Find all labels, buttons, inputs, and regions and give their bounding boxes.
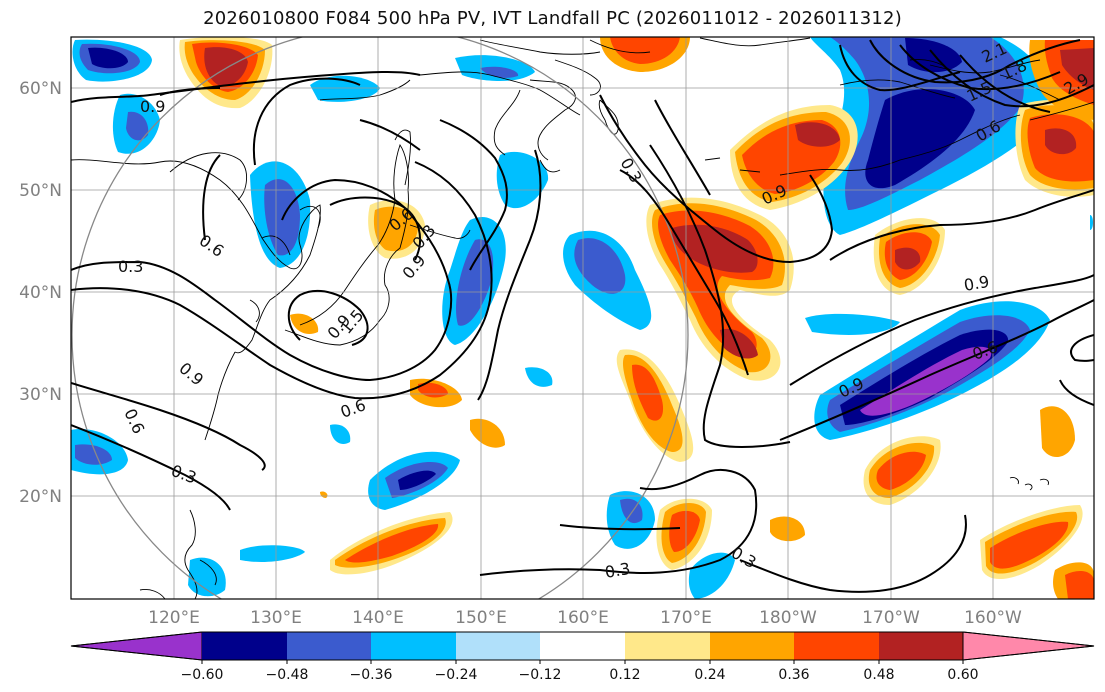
lon-tick-label: 160°W [964, 608, 1022, 628]
lon-tick-label: 160°E [557, 608, 609, 628]
colorbar-segment [287, 632, 371, 660]
colorbar-segment [202, 632, 287, 660]
colorbar-segment [879, 632, 963, 660]
colorbar-segment [794, 632, 879, 660]
lat-tick-label: 40°N [19, 283, 62, 303]
colorbar-tick-label: −0.60 [181, 667, 224, 683]
colorbar-segment [456, 632, 540, 660]
longitude-labels: 120°E 130°E 140°E 150°E 160°E 170°E 180°… [148, 608, 1022, 628]
colorbar-tick-label: 0.36 [778, 667, 809, 683]
colorbar-extend-right [963, 632, 1094, 660]
colorbar-tick-label: −0.24 [435, 667, 478, 683]
colorbar-segment [540, 632, 625, 660]
latitude-labels: 60°N 50°N 40°N 30°N 20°N [19, 79, 62, 507]
lon-tick-label: 180°W [759, 608, 817, 628]
colorbar-tick-label: 0.24 [694, 667, 725, 683]
lat-tick-label: 20°N [19, 487, 62, 507]
colorbar-segment [625, 632, 710, 660]
colorbar-tick-label: 0.12 [609, 667, 640, 683]
colorbar-extend-left [71, 632, 202, 660]
lon-tick-label: 120°E [148, 608, 200, 628]
colorbar-segment [371, 632, 456, 660]
lat-tick-label: 60°N [19, 79, 62, 99]
colorbar-tick-label: −0.48 [266, 667, 309, 683]
contour-label: 0.3 [118, 257, 143, 276]
colorbar-tick-label: 0.48 [863, 667, 894, 683]
colorbar-tick-label: −0.36 [350, 667, 393, 683]
lat-tick-label: 50°N [19, 181, 62, 201]
colorbar-tick-label: 0.60 [947, 667, 978, 683]
lon-tick-label: 170°E [660, 608, 712, 628]
map-figure: 0.9 0.6 0.3 0.9 0.9 0.6 1.5 0.9 0.3 0.6 … [0, 0, 1105, 692]
lon-tick-label: 140°E [352, 608, 404, 628]
colorbar-segment [710, 632, 794, 660]
lat-tick-label: 30°N [19, 385, 62, 405]
colorbar-tick-label: −0.12 [519, 667, 562, 683]
lon-tick-label: 170°W [862, 608, 920, 628]
lon-tick-label: 130°E [250, 608, 302, 628]
lon-tick-label: 150°E [455, 608, 507, 628]
colorbar: −0.60 −0.48 −0.36 −0.24 −0.12 0.12 0.24 … [71, 632, 1094, 683]
contour-label: 0.9 [140, 97, 165, 116]
